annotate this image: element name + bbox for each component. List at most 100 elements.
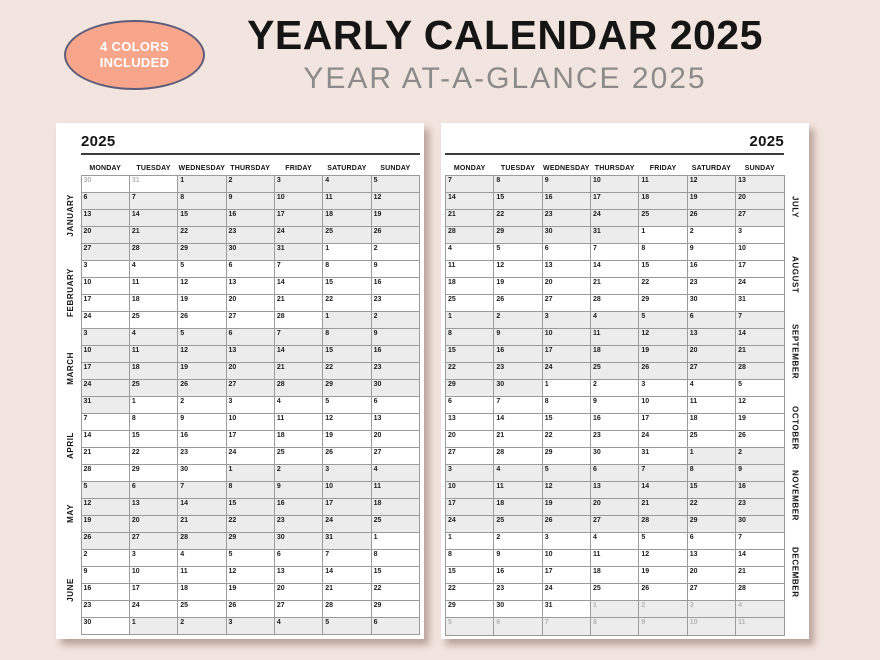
day-cell: 29: [322, 379, 372, 397]
day-cell: 14: [493, 413, 543, 431]
day-cell: 29: [541, 447, 592, 465]
day-cell: 18: [444, 277, 495, 295]
calendar-page-jul-dec: 2025 MONDAY TUESDAY WEDNESDAY THURSDAY FRIDA…: [441, 123, 809, 639]
day-cell: 5: [638, 532, 688, 550]
day-cell: 22: [686, 498, 737, 516]
badge-line2: INCLUDED: [99, 55, 170, 70]
day-cell: 19: [80, 515, 130, 533]
day-cell: 14: [735, 328, 785, 346]
day-cell: 6: [370, 396, 421, 414]
day-cell: 19: [322, 430, 372, 448]
week-row: MARCH 3 4 5 6 7 8 9: [60, 328, 421, 385]
day-cell: 26: [177, 311, 227, 329]
day-cell: 8: [444, 328, 495, 346]
day-cell: 22: [322, 362, 372, 380]
day-cell: 6: [370, 617, 421, 635]
calendar-pages: 2025 MONDAY TUESDAY WEDNESDAY THURSDAY FRIDA…: [56, 123, 809, 639]
day-cell: 2: [638, 600, 688, 618]
day-cell: 6: [686, 532, 737, 550]
day-cell: 25: [444, 294, 495, 312]
day-cell: 20: [444, 430, 495, 448]
page-head: 2025: [81, 133, 420, 155]
day-cell: 18: [128, 362, 179, 380]
day-cell: 12: [322, 413, 372, 431]
day-cell: 8: [444, 549, 495, 567]
week-row: MAY 5 6 7 8 9 10 11: [60, 481, 421, 522]
month-label-february: FEBRUARY: [65, 267, 75, 317]
week-row: 30 1 2 3 4 5 6: [60, 617, 421, 635]
day-cell: 7: [273, 260, 324, 278]
day-cell: 1: [590, 600, 640, 618]
day-cell: 6: [225, 328, 275, 346]
day-cell: 11: [590, 328, 640, 346]
day-cell: 14: [590, 260, 640, 278]
day-cell: 2: [177, 396, 227, 414]
day-cell: 15: [493, 192, 543, 210]
week-row: 26 27 28 29 30 31 1: [60, 532, 421, 550]
month-label-june: JUNE: [65, 577, 75, 602]
day-cell: 8: [541, 396, 592, 414]
day-cell: 25: [590, 362, 640, 380]
day-cell: 11: [128, 345, 179, 363]
day-cell: 5: [322, 396, 372, 414]
day-cell: 16: [541, 192, 592, 210]
day-cell: 1: [225, 464, 275, 482]
day-cell: 21: [735, 345, 785, 363]
day-cell: 11: [638, 175, 688, 193]
day-cell: 3: [444, 464, 495, 482]
day-cell: 14: [444, 192, 495, 210]
day-cell: 15: [541, 413, 592, 431]
day-cell: 31: [80, 396, 130, 414]
week-row: 10 11 12 13 14 15 16: [444, 481, 806, 499]
day-cell: 8: [225, 481, 275, 499]
day-cell: 13: [444, 413, 495, 431]
day-cell: 11: [686, 396, 737, 414]
day-cell: 6: [590, 464, 640, 482]
day-cell: 24: [590, 209, 640, 227]
day-cell: 23: [370, 294, 421, 312]
day-cell: 4: [493, 464, 543, 482]
day-cell: 17: [444, 498, 495, 516]
week-row: 7 8 9 10 11 12 13 JULY: [444, 175, 806, 218]
day-cell: 21: [638, 498, 688, 516]
day-cell: 25: [638, 209, 688, 227]
day-cell: 24: [80, 379, 130, 397]
day-cell: 29: [638, 294, 688, 312]
week-row: 11 12 13 14 15 16 17: [444, 260, 806, 278]
day-cell: 27: [735, 209, 785, 227]
day-cell: 24: [273, 226, 324, 244]
day-cell: 18: [638, 192, 688, 210]
week-row: 18 19 20 21 22 23 24: [444, 277, 806, 295]
day-cell: 27: [80, 243, 130, 261]
day-cell: 9: [493, 549, 543, 567]
day-cell: 9: [735, 464, 785, 482]
day-cell: 16: [686, 260, 737, 278]
day-cell: 17: [541, 566, 592, 584]
day-cell: 21: [177, 515, 227, 533]
day-cell: 8: [638, 243, 688, 261]
day-cell: 11: [444, 260, 495, 278]
day-header-monday: MONDAY: [89, 165, 121, 172]
day-cell: 28: [444, 226, 495, 244]
day-cell: 15: [177, 209, 227, 227]
day-cell: 11: [322, 192, 372, 210]
month-label-november: NOVEMBER: [790, 470, 800, 522]
day-cell: 16: [370, 277, 421, 295]
day-cell: 28: [128, 243, 179, 261]
day-cell: 9: [370, 260, 421, 278]
day-cell: 18: [590, 566, 640, 584]
day-cell: 6: [493, 617, 543, 636]
day-cell: 20: [273, 583, 324, 601]
day-cell: 10: [80, 277, 130, 295]
week-row: 5 6 7 8 9 10 11: [444, 617, 806, 636]
day-header-thursday: THURSDAY: [230, 165, 271, 172]
day-cell: 9: [686, 243, 737, 261]
day-cell: 10: [225, 413, 275, 431]
day-cell: 21: [322, 583, 372, 601]
month-label-empty: [784, 618, 805, 636]
day-cell: 23: [80, 600, 130, 618]
week-row: 10 11 12 13 14 15 16: [60, 277, 421, 295]
day-cell: 8: [322, 328, 372, 346]
colors-included-badge: 4 COLORS INCLUDED: [64, 20, 205, 90]
day-cell: 21: [493, 430, 543, 448]
